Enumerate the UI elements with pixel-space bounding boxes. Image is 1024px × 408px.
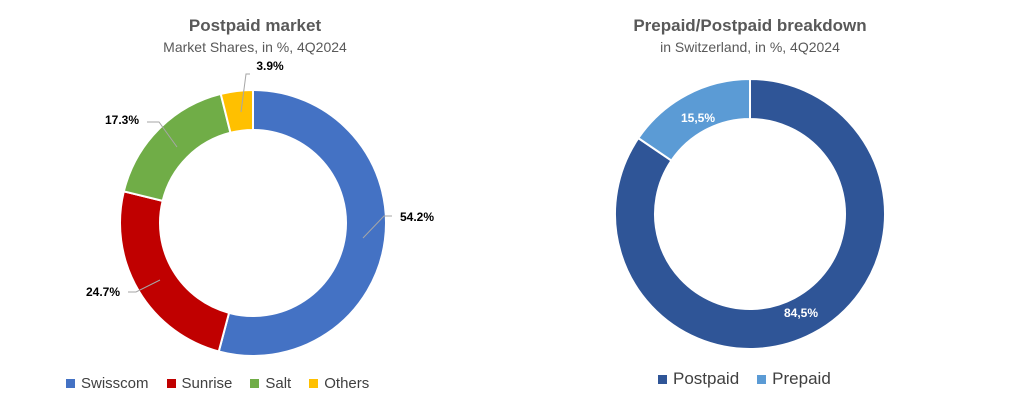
chart1-legend-item-salt: Salt [250, 375, 291, 392]
chart2-legend: Postpaid Prepaid [658, 369, 849, 389]
chart1-leader-salt [147, 121, 178, 148]
chart1-leader-sunrise [128, 279, 161, 293]
legend-label: Sunrise [181, 375, 233, 392]
chart1-data-label-sunrise: 24.7% [86, 285, 120, 299]
chart1-leader-swisscom [362, 215, 392, 239]
legend-label: Postpaid [673, 369, 740, 388]
chart2-legend-item-postpaid: Postpaid [658, 369, 739, 389]
chart2-slice-postpaid [614, 77, 886, 350]
chart1-legend: Swisscom Sunrise Salt Others [66, 375, 387, 392]
chart2-data-label-prepaid: 15,5% [681, 111, 715, 125]
chart2-legend-item-prepaid: Prepaid [757, 369, 831, 389]
chart2-data-label-postpaid: 84,5% [784, 306, 818, 320]
legend-swatch [757, 374, 767, 384]
legend-swatch [250, 379, 260, 388]
chart1-slice-others [219, 88, 254, 134]
legend-label: Prepaid [772, 369, 831, 388]
chart1-subtitle: Market Shares, in %, 4Q2024 [163, 39, 347, 55]
chart1-slice-salt [122, 92, 232, 203]
legend-label: Salt [265, 375, 292, 392]
chart2-subtitle: in Switzerland, in %, 4Q2024 [660, 39, 840, 55]
chart1-data-label-salt: 17.3% [105, 113, 139, 127]
chart1-legend-item-swisscom: Swisscom [66, 375, 149, 392]
chart1-legend-item-sunrise: Sunrise [166, 375, 233, 392]
chart1-slice-swisscom [217, 88, 387, 357]
legend-label: Swisscom [81, 375, 149, 392]
legend-label: Others [324, 375, 370, 392]
legend-swatch [658, 374, 667, 384]
chart2-slice-prepaid [636, 77, 751, 162]
chart2-title: Prepaid/Postpaid breakdown [633, 16, 867, 35]
chart1-legend-item-others: Others [309, 375, 369, 392]
legend-swatch [309, 379, 319, 388]
chart1-slice-sunrise [119, 190, 231, 353]
legend-swatch [66, 379, 75, 388]
chart1-data-label-others: 3.9% [256, 59, 284, 73]
legend-swatch [166, 379, 176, 388]
chart1-title: Postpaid market [188, 16, 322, 35]
chart1-leader-others [240, 73, 250, 113]
chart1-data-label-swisscom: 54.2% [400, 210, 434, 224]
